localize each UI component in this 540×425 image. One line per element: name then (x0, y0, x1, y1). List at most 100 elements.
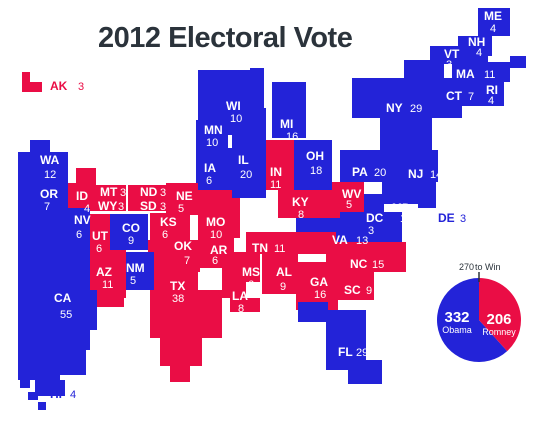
state-shape-mn[interactable] (196, 120, 228, 148)
state-votes-ut: 6 (96, 243, 102, 255)
state-shape-al[interactable] (262, 250, 298, 294)
state-shape-ny[interactable] (352, 78, 462, 118)
state-votes-ct: 7 (468, 91, 474, 103)
state-shape-nd[interactable] (128, 185, 166, 198)
state-shape-ca[interactable] (18, 362, 60, 380)
state-shape-tx[interactable] (160, 338, 202, 366)
state-shape-nj[interactable] (418, 182, 436, 208)
state-shape-ri[interactable] (478, 82, 504, 106)
state-shape-sd[interactable] (128, 198, 166, 211)
state-label-hi: HI (50, 387, 62, 401)
state-shape-hi[interactable] (28, 392, 38, 400)
state-shape-wa[interactable] (18, 152, 68, 185)
state-shape-nj[interactable] (398, 150, 438, 182)
state-label-id: ID (76, 189, 88, 203)
state-shape-ca[interactable] (18, 225, 48, 240)
state-shape-id[interactable] (76, 168, 96, 186)
state-shape-ca[interactable] (85, 290, 97, 330)
state-votes-ny: 29 (410, 103, 422, 115)
state-shape-nv[interactable] (68, 208, 90, 250)
state-shape-ia[interactable] (196, 148, 232, 190)
state-shape-md[interactable] (382, 182, 416, 204)
state-label-ma: MA (456, 67, 475, 81)
state-votes-wy: 3 (118, 201, 124, 213)
state-shape-mn[interactable] (198, 70, 232, 122)
pie-slice-romney (479, 278, 521, 352)
state-shape-ny[interactable] (404, 60, 444, 80)
state-shape-il[interactable] (250, 68, 264, 110)
state-votes-ak: 3 (78, 81, 84, 93)
state-shape-ca[interactable] (35, 380, 65, 396)
state-shape-vt[interactable] (430, 46, 458, 64)
state-votes-nm: 5 (130, 275, 136, 287)
state-label-nh: NH (468, 35, 485, 49)
state-shape-dc[interactable] (362, 194, 384, 212)
state-shape-nm[interactable] (124, 252, 154, 290)
state-shape-id[interactable] (68, 183, 96, 211)
state-shape-az[interactable] (96, 297, 124, 307)
state-votes-ia: 6 (206, 175, 212, 187)
map-title: 2012 Electoral Vote (98, 22, 353, 54)
state-label-ct: CT (446, 89, 463, 103)
state-shape-co[interactable] (110, 214, 148, 250)
state-shape-wi[interactable] (232, 70, 250, 98)
state-shape-ne[interactable] (166, 183, 198, 215)
state-shape-fl[interactable] (298, 302, 328, 322)
state-votes-md: 10 (400, 213, 412, 225)
state-shape-in[interactable] (266, 140, 294, 190)
state-label-ne: NE (176, 189, 193, 203)
state-shape-mi[interactable] (272, 82, 306, 138)
pie-slice-obama (437, 278, 508, 362)
state-shape-wy[interactable] (96, 198, 126, 211)
state-shape-hi[interactable] (20, 378, 30, 388)
state-shape-ma[interactable] (510, 56, 526, 68)
state-shape-or[interactable] (18, 183, 68, 215)
state-shape-ky[interactable] (278, 190, 340, 218)
state-votes-de: 3 (460, 213, 466, 225)
state-label-ri: RI (486, 83, 498, 97)
obama-label: Obama (442, 325, 472, 335)
state-label-il: IL (238, 153, 249, 167)
state-votes-ca: 55 (60, 309, 72, 321)
romney-label: Romney (482, 327, 516, 337)
state-label-nj: NJ (408, 167, 423, 181)
state-label-nm: NM (126, 261, 145, 275)
state-shape-pa[interactable] (340, 150, 404, 182)
state-shape-tn[interactable] (246, 232, 336, 254)
state-shape-fl[interactable] (348, 360, 382, 384)
state-shape-la[interactable] (222, 268, 246, 298)
state-shape-me[interactable] (478, 8, 510, 36)
state-shape-ca[interactable] (58, 350, 86, 375)
state-votes-mn: 10 (206, 137, 218, 149)
state-shape-ny[interactable] (380, 118, 432, 150)
state-shape-ma[interactable] (452, 62, 510, 82)
to-win-number: 270 (459, 262, 474, 272)
state-shape-tx[interactable] (170, 366, 190, 382)
state-shape-ks[interactable] (150, 213, 190, 241)
state-label-va: VA (332, 233, 348, 247)
state-shape-nc[interactable] (326, 242, 406, 272)
obama-votes: 332 (444, 309, 469, 326)
state-shape-mt[interactable] (96, 185, 126, 198)
state-shape-hi[interactable] (38, 402, 46, 410)
state-shape-oh[interactable] (292, 140, 332, 195)
state-shape-la[interactable] (230, 298, 260, 312)
state-votes-sc: 9 (366, 285, 372, 297)
state-shape-nh[interactable] (458, 36, 488, 62)
state-shape-tx[interactable] (150, 290, 222, 338)
state-votes-ri: 4 (488, 95, 494, 107)
state-shape-ok[interactable] (148, 240, 200, 262)
state-votes-oh: 18 (310, 165, 322, 177)
state-shape-ak[interactable] (22, 82, 42, 92)
state-votes-ks: 6 (162, 229, 168, 241)
state-label-or: OR (40, 187, 58, 201)
state-label-wa: WA (40, 153, 60, 167)
state-label-fl: FL (338, 345, 353, 359)
state-shape-ar[interactable] (198, 238, 234, 268)
state-label-ms: MS (242, 265, 260, 279)
state-shape-wa[interactable] (30, 140, 50, 154)
state-label-md: MD (392, 201, 411, 215)
state-label-tx: TX (170, 279, 185, 293)
state-shape-de[interactable] (414, 182, 422, 204)
